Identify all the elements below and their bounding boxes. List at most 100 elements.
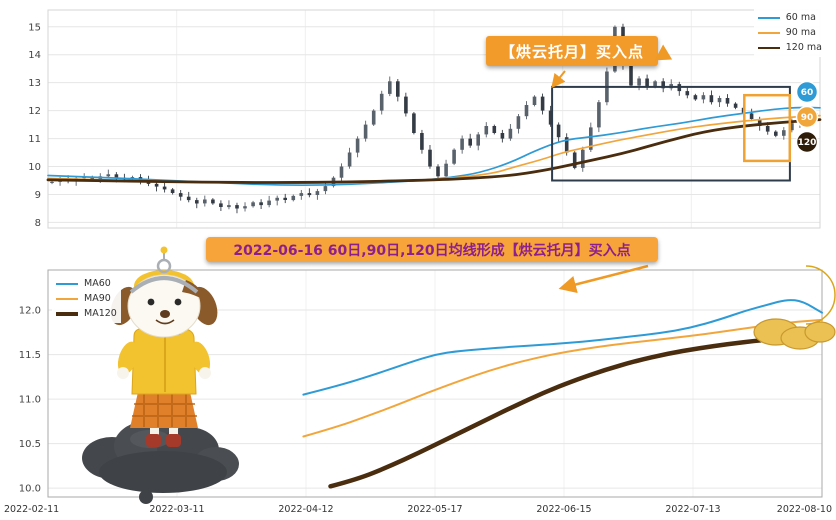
candle-body	[114, 174, 119, 178]
y-axis-tick-label: 12.0	[19, 306, 41, 317]
x-axis-tick-label: 2022-06-15	[536, 504, 591, 515]
legend-label: 60 ma	[785, 12, 816, 23]
bottom-chart: 10.0 10.5 11.0 11.5 12.0 2022-02-11 2022-03-11…	[4, 246, 836, 515]
candle-body	[339, 166, 344, 178]
candle-body	[476, 134, 480, 146]
candle-body	[725, 98, 730, 104]
candle-body	[444, 163, 448, 177]
candle-body	[653, 81, 657, 87]
top-annotation-overlay: 60 90 120	[551, 80, 819, 182]
candle-body	[540, 96, 545, 111]
top-chart: 8 9 10 11 12 13 14 15 60 90 120	[28, 9, 822, 229]
crescent-moon	[805, 265, 836, 325]
golden-cloud-puff	[804, 321, 836, 343]
legend-swatch	[757, 46, 780, 49]
x-axis-tick-label: 2022-05-17	[407, 504, 462, 515]
dog-skirt	[130, 392, 198, 428]
candle-body	[645, 78, 649, 87]
candle-body	[637, 78, 641, 86]
candle-body	[685, 91, 690, 96]
highlight-box-orange	[743, 93, 792, 163]
candle-body	[500, 133, 505, 139]
storm-cloud-base	[99, 451, 227, 493]
candle-body	[363, 124, 368, 139]
summary-banner: 2022-06-16 60日,90日,120日均线形成【烘云托月】买入点	[206, 237, 658, 262]
candle-body	[589, 127, 593, 150]
candle-body	[203, 199, 207, 204]
candle-body	[765, 126, 770, 132]
y-axis-tick-label: 13	[28, 78, 41, 89]
candle-body	[235, 205, 239, 209]
legend-item-ma90: MA90	[56, 291, 117, 306]
summary-arrow	[558, 264, 649, 294]
candle-body	[412, 113, 416, 133]
candle-body	[347, 152, 352, 167]
candle-body	[388, 81, 392, 94]
candle-body	[436, 166, 440, 177]
dog-arm	[189, 341, 211, 375]
candle-body	[452, 149, 456, 164]
legend-label: MA60	[84, 278, 111, 289]
candle-body	[597, 102, 601, 128]
ma-badge-120	[795, 130, 819, 154]
candle-body	[581, 149, 585, 168]
ma60-line	[302, 299, 823, 396]
x-axis-tick-label: 2022-04-12	[278, 504, 333, 515]
candle-body	[195, 200, 199, 204]
y-axis-tick-label: 8	[35, 218, 41, 229]
legend-item-120ma: 120 ma	[757, 40, 822, 55]
candle-body	[307, 193, 312, 196]
candle-body	[178, 193, 183, 197]
candle-body	[251, 202, 255, 207]
candle-body	[259, 202, 263, 206]
candle-body	[508, 128, 513, 139]
candle-body	[299, 193, 304, 196]
candle-body	[572, 152, 577, 168]
candle-body	[219, 203, 223, 207]
candle-body	[404, 96, 408, 114]
candle-body	[564, 137, 569, 153]
ma120-line	[328, 332, 825, 489]
ma-badge-label: 90	[801, 113, 814, 123]
candle-body	[154, 183, 159, 187]
y-axis-tick-label: 11.5	[19, 350, 41, 361]
candle-body	[227, 205, 231, 208]
y-axis-tick-label: 11	[28, 134, 41, 145]
candle-body	[379, 93, 384, 111]
dog-on-cloud-illustration	[82, 246, 239, 504]
ma90-line	[302, 318, 823, 438]
x-axis-tick-label: 2022-03-11	[149, 504, 204, 515]
candle-body	[323, 186, 328, 192]
dog-skirt-pattern	[132, 393, 197, 427]
legend-label: MA90	[84, 293, 111, 304]
dog-nose	[160, 310, 170, 318]
candle-body	[162, 186, 167, 190]
buy-point-callout: 【烘云托月】买入点	[486, 36, 659, 66]
candle-body	[516, 116, 521, 129]
ma-badge-60	[795, 80, 819, 104]
y-axis-tick-label: 10	[28, 162, 41, 173]
candle-body	[355, 138, 360, 153]
candle-body	[170, 189, 175, 193]
callout-arrow	[551, 70, 566, 89]
dog-headband	[129, 276, 199, 294]
summary-banner-text: 2022-06-16 60日,90日,120日均线形成【烘云托月】买入点	[233, 242, 631, 259]
legend-item-90ma: 90 ma	[757, 25, 822, 40]
top-decorations	[551, 70, 566, 89]
candle-body	[733, 103, 738, 108]
candle-body	[701, 95, 706, 100]
legend-item-ma120: MA120	[56, 306, 117, 321]
candle-body	[106, 174, 111, 177]
candle-body	[468, 138, 472, 146]
y-axis-tick-label: 10.5	[19, 439, 41, 450]
dog-eye	[147, 298, 155, 306]
dog-paw	[199, 367, 211, 379]
candle-body	[693, 95, 698, 100]
ma-badge-label: 60	[801, 88, 814, 98]
y-axis-tick-label: 15	[28, 22, 41, 33]
bottom-chart-legend: MA60 MA90 MA120	[52, 274, 121, 323]
candle-body	[556, 124, 561, 138]
legend-swatch	[56, 282, 78, 285]
legend-label: 90 ma	[785, 27, 816, 38]
candle-body	[782, 130, 786, 136]
